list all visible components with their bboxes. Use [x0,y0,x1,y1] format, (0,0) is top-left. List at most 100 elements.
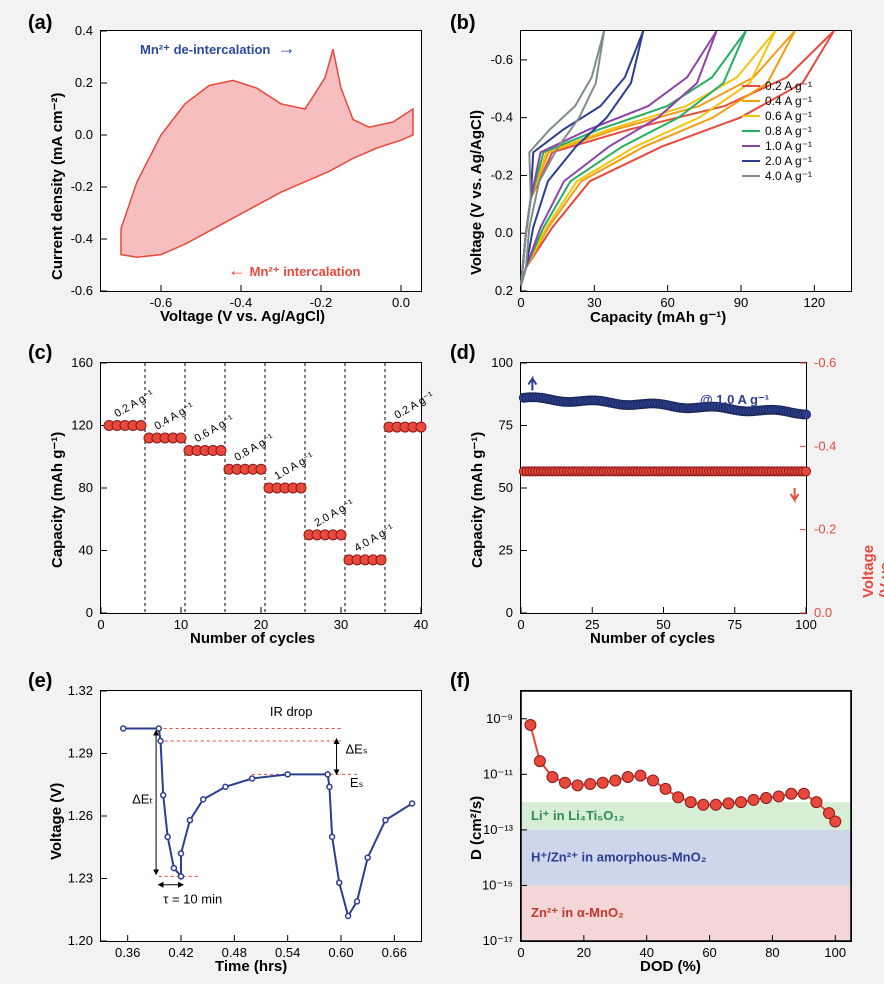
legend-item: 2.0 A g⁻¹ [742,154,812,168]
svg-text:0.0: 0.0 [392,295,410,310]
svg-text:0.4: 0.4 [75,23,93,38]
svg-text:0.66: 0.66 [382,945,407,960]
panel-a-ann-top: Mn²⁺ de-intercalation → [140,38,296,59]
panel-b-tag: (b) [450,12,476,35]
panel-f-plot: Li⁺ in Li₄Ti₅O₁₂ H⁺/Zn²⁺ in amorphous-MnO… [520,690,852,942]
legend-item: 0.2 A g⁻¹ [742,79,812,93]
svg-text:75: 75 [728,617,742,632]
svg-text:0: 0 [506,605,513,620]
panel-b-legend: 0.2 A g⁻¹0.4 A g⁻¹0.6 A g⁻¹0.8 A g⁻¹1.0 … [742,78,812,184]
svg-text:80: 80 [765,945,779,960]
svg-text:30: 30 [334,617,348,632]
svg-text:0.6 A g⁻¹: 0.6 A g⁻¹ [193,413,237,445]
svg-text:10: 10 [174,617,188,632]
svg-text:1.23: 1.23 [68,871,93,886]
panel-a-ylabel: Current density (mA cm⁻²) [48,93,66,280]
svg-text:τ = 10 min: τ = 10 min [163,892,222,907]
panel-f-xlabel: DOD (%) [640,958,701,975]
panel-c-plot: 010203040040801201600.2 A g⁻¹0.4 A g⁻¹0.… [100,362,422,614]
svg-text:10⁻¹¹: 10⁻¹¹ [483,766,514,781]
panel-e-tag: (e) [28,670,52,693]
panel-e-ylabel: Voltage (V) [48,783,65,860]
legend-item: 0.8 A g⁻¹ [742,124,812,138]
svg-text:0.2: 0.2 [495,283,513,298]
svg-text:IR drop: IR drop [270,704,313,719]
svg-text:0.4 A g⁻¹: 0.4 A g⁻¹ [153,400,197,432]
svg-text:Li⁺ in Li₄Ti₅O₁₂: Li⁺ in Li₄Ti₅O₁₂ [531,808,625,823]
svg-text:0: 0 [86,605,93,620]
svg-text:160: 160 [71,355,93,370]
svg-text:-0.6: -0.6 [814,355,836,370]
svg-text:1.32: 1.32 [68,683,93,698]
svg-text:-0.6: -0.6 [71,283,93,298]
svg-text:60: 60 [702,945,716,960]
svg-text:40: 40 [79,543,93,558]
svg-text:0.42: 0.42 [168,945,193,960]
svg-text:1.26: 1.26 [68,808,93,823]
svg-text:-0.2: -0.2 [814,522,836,537]
svg-text:Eₛ: Eₛ [350,775,364,790]
svg-text:120: 120 [71,418,93,433]
panel-e-plot: 0.360.420.480.540.600.661.201.231.261.29… [100,690,422,942]
svg-text:80: 80 [79,480,93,495]
panel-a-ann-bot: ← Mn²⁺ intercalation [228,260,361,281]
svg-text:4.0 A g⁻¹: 4.0 A g⁻¹ [353,522,397,554]
panel-d-cond: @ 1.0 A g⁻¹ [700,392,769,408]
panel-a-plot: -0.6-0.4-0.20.0-0.6-0.4-0.20.00.20.4 [100,30,422,292]
legend-item: 0.4 A g⁻¹ [742,94,812,108]
svg-text:25: 25 [499,543,513,558]
svg-text:0.2 A g⁻¹: 0.2 A g⁻¹ [393,390,437,422]
svg-text:10⁻¹⁵: 10⁻¹⁵ [482,877,513,892]
panel-d-ylabel2: Voltage (V vs. Ag/AgCl) [860,534,884,598]
svg-text:-0.4: -0.4 [491,110,513,125]
svg-text:10⁻¹⁷: 10⁻¹⁷ [483,933,514,948]
svg-text:-0.4: -0.4 [71,231,93,246]
svg-text:0.2: 0.2 [75,75,93,90]
svg-text:-0.2: -0.2 [491,167,513,182]
svg-text:40: 40 [414,617,428,632]
svg-text:10⁻¹³: 10⁻¹³ [483,822,514,837]
svg-text:10⁻⁹: 10⁻⁹ [486,711,513,726]
svg-text:1.0 A g⁻¹: 1.0 A g⁻¹ [273,450,317,482]
svg-text:0.0: 0.0 [495,225,513,240]
svg-text:1.20: 1.20 [68,933,93,948]
svg-text:-0.4: -0.4 [814,438,836,453]
svg-text:75: 75 [499,418,513,433]
panel-f-tag: (f) [450,670,470,693]
svg-text:ΔEₛ: ΔEₛ [345,742,367,757]
legend-item: 0.6 A g⁻¹ [742,109,812,123]
svg-text:20: 20 [577,945,591,960]
panel-d-xlabel: Number of cycles [590,630,715,647]
panel-b-xlabel: Capacity (mAh g⁻¹) [590,308,726,326]
panel-c-tag: (c) [28,342,52,365]
svg-text:0: 0 [517,295,524,310]
svg-text:ΔEₜ: ΔEₜ [132,792,153,807]
svg-text:0.0: 0.0 [814,605,832,620]
panel-d-tag: (d) [450,342,476,365]
svg-text:0.36: 0.36 [115,945,140,960]
svg-text:H⁺/Zn²⁺ in amorphous-MnO₂: H⁺/Zn²⁺ in amorphous-MnO₂ [531,850,707,865]
svg-text:-0.6: -0.6 [491,52,513,67]
panel-f-ylabel: D (cm²/s) [468,796,485,860]
svg-text:-0.2: -0.2 [71,179,93,194]
panel-e-xlabel: Time (hrs) [215,958,287,975]
svg-text:0.0: 0.0 [75,127,93,142]
figure-grid: (a) -0.6-0.4-0.20.0-0.6-0.4-0.20.00.20.4… [0,0,884,984]
svg-text:90: 90 [734,295,748,310]
panel-b-ylabel: Voltage (V vs. Ag/AgCl) [468,110,485,275]
legend-item: 4.0 A g⁻¹ [742,169,812,183]
svg-text:100: 100 [824,945,846,960]
svg-text:Zn²⁺ in α-MnO₂: Zn²⁺ in α-MnO₂ [531,905,624,920]
svg-text:0: 0 [517,945,524,960]
svg-text:0: 0 [517,617,524,632]
svg-text:100: 100 [491,355,513,370]
svg-text:2.0 A g⁻¹: 2.0 A g⁻¹ [313,497,357,529]
svg-text:50: 50 [499,480,513,495]
svg-text:0.2 A g⁻¹: 0.2 A g⁻¹ [113,388,157,420]
panel-a-xlabel: Voltage (V vs. Ag/AgCl) [160,308,325,325]
svg-text:1.29: 1.29 [68,746,93,761]
panel-a-tag: (a) [28,12,52,35]
svg-text:120: 120 [803,295,825,310]
svg-text:0.60: 0.60 [328,945,353,960]
panel-c-ylabel: Capacity (mAh g⁻¹) [48,432,66,568]
